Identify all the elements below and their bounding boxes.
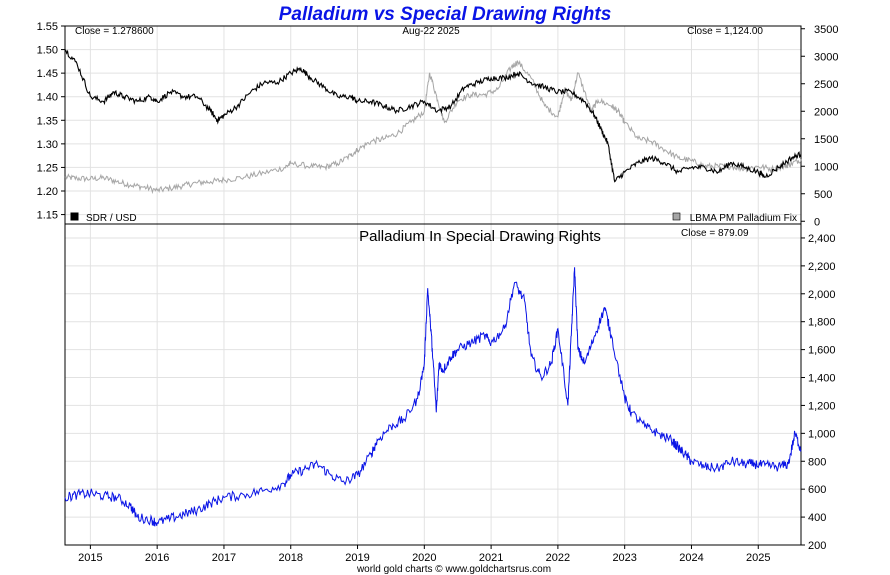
right-tick-label: 500 (814, 189, 832, 201)
x-tick-label: 2024 (679, 552, 703, 564)
left-tick-label: 1.50 (37, 45, 58, 57)
right-tick-label: 1500 (814, 134, 838, 146)
bottom-panel-title: Palladium In Special Drawing Rights (359, 228, 601, 245)
right-tick-label: 0 (814, 216, 820, 228)
right-tick-label: 2,400 (808, 233, 836, 245)
bottom-panel-series (64, 267, 802, 527)
right-tick-label: 2,000 (808, 289, 836, 301)
left-tick-label: 1.20 (37, 186, 58, 198)
right-tick-label: 1,800 (808, 317, 836, 329)
legend-palladium: LBMA PM Palladium Fix (690, 213, 797, 224)
x-tick-label: 2017 (212, 552, 236, 564)
left-tick-label: 1.55 (37, 21, 58, 33)
bottom-close-label: Close = 879.09 (681, 228, 749, 239)
x-tick-label: 2025 (746, 552, 770, 564)
right-tick-label: 800 (808, 456, 826, 468)
right-tick-label: 2500 (814, 79, 838, 91)
right-tick-label: 1,400 (808, 373, 836, 385)
top-left-axis: 1.15 1.20 1.25 1.30 1.35 1.40 1.45 1.50 1.55 (37, 21, 65, 222)
series-palladium-usd-line (64, 59, 802, 195)
x-tick-label: 2021 (479, 552, 503, 564)
close-left-label: Close = 1.278600 (75, 26, 154, 37)
right-tick-label: 1000 (814, 161, 838, 173)
credit-text: world gold charts © www.goldchartsrus.co… (356, 564, 551, 575)
x-axis: 2015 2016 2017 2018 2019 2020 2021 2022 2023 2024… (78, 545, 770, 564)
x-tick-label: 2022 (546, 552, 570, 564)
x-tick-label: 2015 (78, 552, 102, 564)
right-tick-label: 400 (808, 512, 826, 524)
date-label: Aug-22 2025 (402, 26, 460, 37)
right-tick-label: 2,200 (808, 261, 836, 273)
series-sdr-usd-line (64, 49, 802, 183)
right-tick-label: 3500 (814, 24, 838, 36)
right-tick-label: 1,600 (808, 345, 836, 357)
chart-title: Palladium vs Special Drawing Rights (279, 4, 612, 25)
right-tick-label: 2000 (814, 106, 838, 118)
x-tick-label: 2023 (612, 552, 636, 564)
top-panel-series (64, 49, 802, 195)
left-tick-label: 1.30 (37, 139, 58, 151)
right-tick-label: 600 (808, 484, 826, 496)
close-right-label: Close = 1,124.00 (687, 26, 763, 37)
right-tick-label: 3000 (814, 51, 838, 63)
bottom-panel-frame (64, 223, 802, 546)
left-tick-label: 1.25 (37, 162, 58, 174)
left-tick-label: 1.45 (37, 68, 58, 80)
legend-sdr: SDR / USD (86, 213, 137, 224)
series-palladium-sdr-line (64, 267, 802, 527)
right-tick-label: 200 (808, 540, 826, 552)
left-tick-label: 1.35 (37, 115, 58, 127)
x-tick-label: 2018 (279, 552, 303, 564)
right-tick-label: 1,200 (808, 400, 836, 412)
top-panel-grid (65, 25, 801, 224)
bottom-panel-grid (65, 224, 801, 546)
top-panel-frame (64, 25, 802, 225)
x-tick-label: 2020 (412, 552, 436, 564)
x-tick-label: 2016 (145, 552, 169, 564)
left-tick-label: 1.40 (37, 92, 58, 104)
bottom-right-axis: 200 400 600 800 1,000 1,200 1,400 1,600 1,800 2,0… (801, 233, 836, 552)
x-tick-label: 2019 (345, 552, 369, 564)
right-tick-label: 1,000 (808, 428, 836, 440)
left-tick-label: 1.15 (37, 210, 58, 222)
legend-swatch-palladium (672, 212, 681, 221)
top-right-axis: 0 500 1000 1500 2000 2500 3000 3500 (801, 24, 838, 228)
legend-swatch-sdr (70, 212, 79, 221)
